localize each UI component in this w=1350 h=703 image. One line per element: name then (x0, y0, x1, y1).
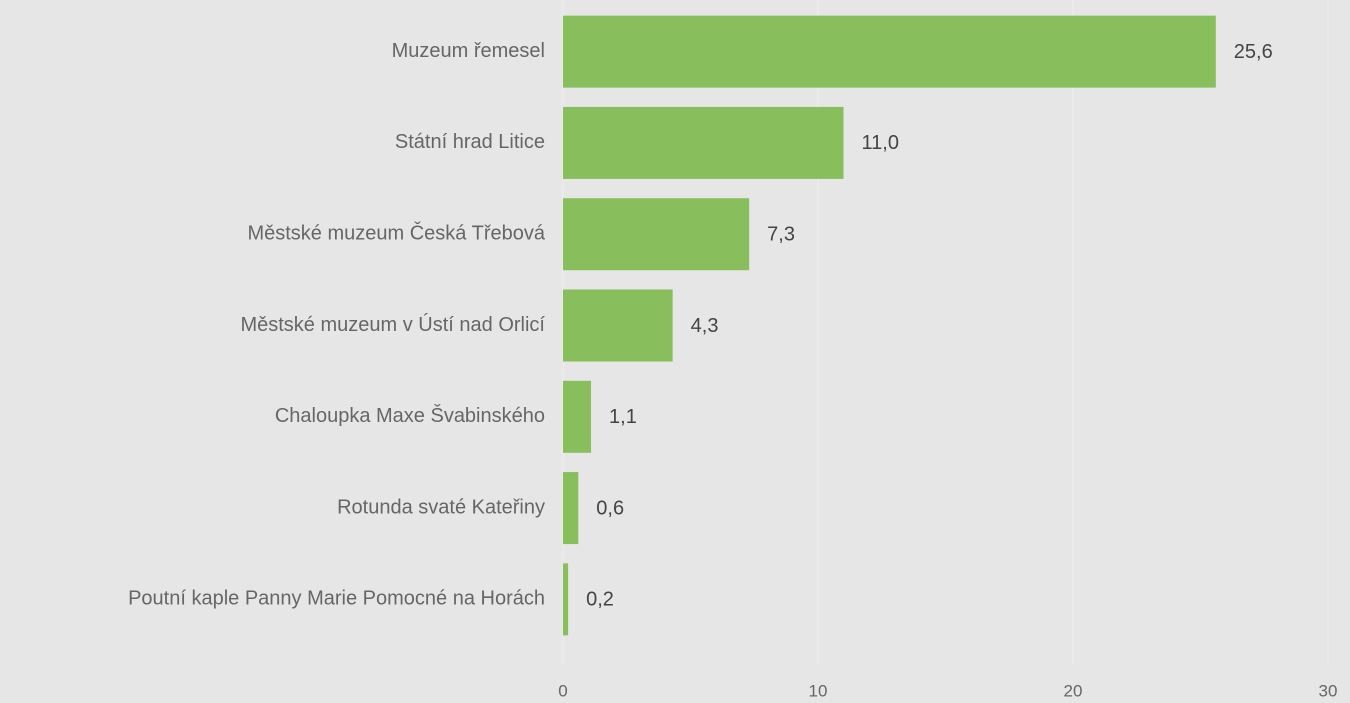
bar (563, 472, 579, 545)
value-label: 7,3 (767, 223, 795, 245)
value-label: 0,2 (586, 589, 614, 611)
category-label: Městské muzeum v Ústí nad Orlicí (240, 313, 545, 336)
value-label: 25,6 (1234, 41, 1273, 63)
value-label: 1,1 (609, 406, 637, 428)
value-label: 11,0 (862, 132, 899, 154)
x-tick-label: 0 (558, 681, 567, 700)
bar (563, 563, 569, 636)
x-tick-label: 10 (809, 681, 828, 700)
bar (563, 289, 673, 362)
x-tick-label: 20 (1064, 681, 1083, 700)
category-label: Státní hrad Litice (395, 131, 545, 153)
value-label: 4,3 (691, 315, 719, 337)
bar (563, 15, 1216, 88)
category-label: Poutní kaple Panny Marie Pomocné na Horá… (128, 588, 545, 610)
bar (563, 106, 844, 179)
category-label: Městské muzeum Česká Třebová (247, 221, 545, 244)
category-label: Rotunda svaté Kateřiny (337, 496, 545, 518)
category-label: Muzeum řemesel (392, 40, 545, 62)
value-label: 0,6 (596, 497, 624, 519)
category-label: Chaloupka Maxe Švabinského (275, 404, 545, 427)
bar (563, 380, 592, 453)
bar (563, 198, 750, 271)
x-tick-label: 30 (1319, 681, 1338, 700)
